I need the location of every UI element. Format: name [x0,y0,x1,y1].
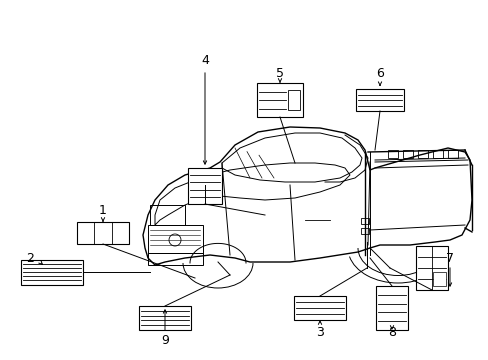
Bar [432,150,442,158]
Text: 4: 4 [201,54,208,67]
Bar [360,218,368,224]
Bar [21,260,83,284]
Bar [447,150,457,158]
Bar [387,150,397,158]
Bar [375,286,407,330]
Text: 1: 1 [99,203,107,216]
Bar [287,90,299,110]
Bar [402,150,412,158]
Bar [150,205,184,225]
Bar [257,83,303,117]
Text: 3: 3 [315,325,323,338]
Bar [355,89,403,111]
Text: 9: 9 [161,333,168,346]
Bar [187,168,222,204]
Text: 2: 2 [26,252,34,265]
Bar [417,150,427,158]
Bar [293,296,346,320]
Bar [77,222,129,244]
Text: 6: 6 [375,67,383,80]
Bar [360,228,368,234]
Bar [148,253,203,265]
Bar [432,273,445,287]
Text: 7: 7 [445,252,453,265]
Bar [148,225,203,253]
Bar [139,306,191,330]
Bar [415,246,447,290]
Text: 8: 8 [387,325,395,338]
Text: 5: 5 [275,67,284,80]
